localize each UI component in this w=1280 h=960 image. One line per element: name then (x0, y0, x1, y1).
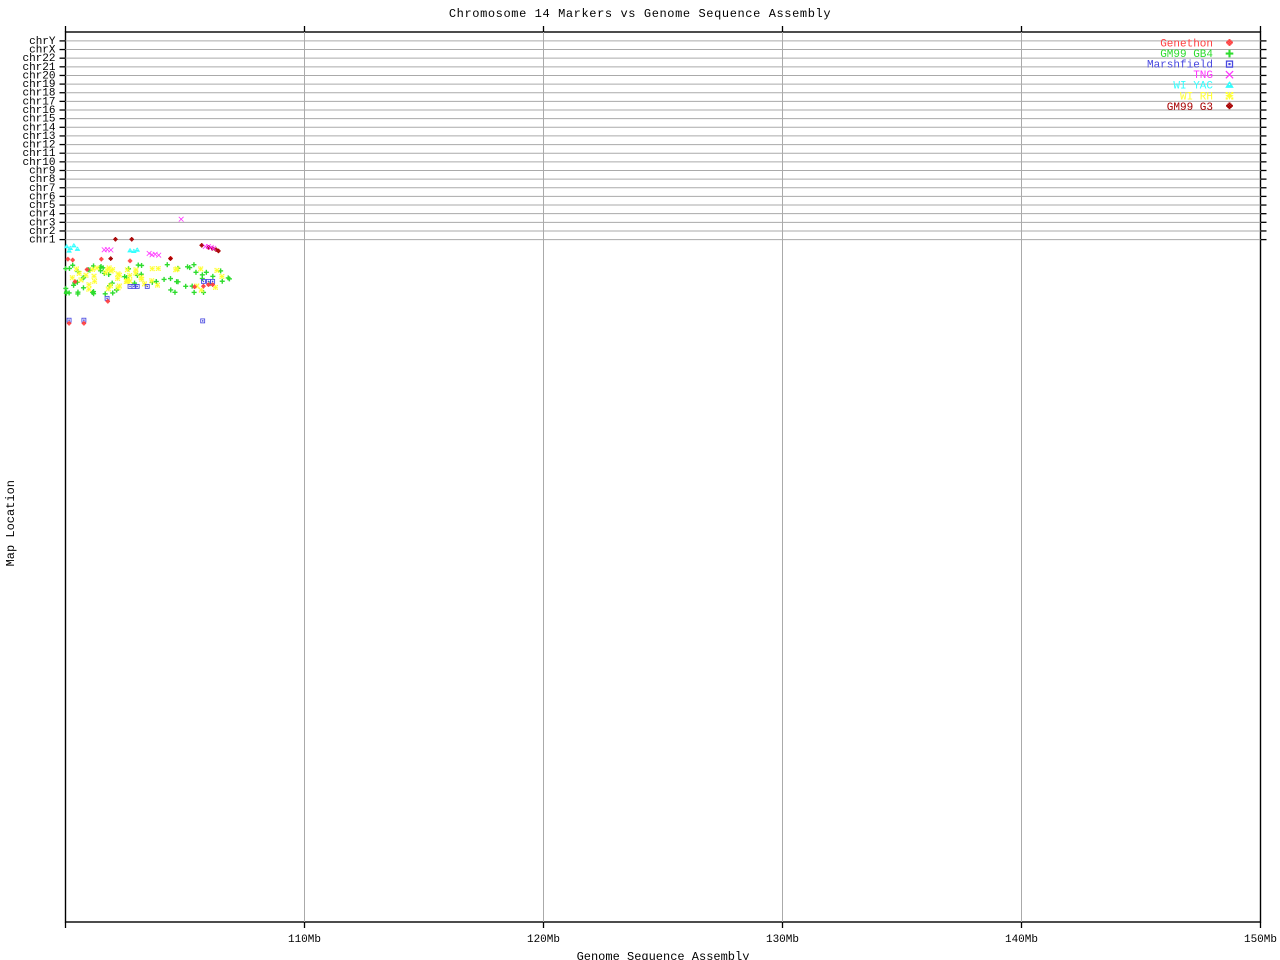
svg-text:150Mb: 150Mb (1244, 934, 1277, 946)
svg-text:140Mb: 140Mb (1005, 934, 1038, 946)
svg-text:GM99 G3: GM99 G3 (1167, 102, 1213, 114)
svg-text:120Mb: 120Mb (527, 934, 560, 946)
svg-text:Genome Sequence Assembly: Genome Sequence Assembly (577, 950, 750, 960)
svg-text:130Mb: 130Mb (766, 934, 799, 946)
svg-text:110Mb: 110Mb (288, 934, 321, 946)
svg-text:chr1: chr1 (29, 235, 56, 247)
